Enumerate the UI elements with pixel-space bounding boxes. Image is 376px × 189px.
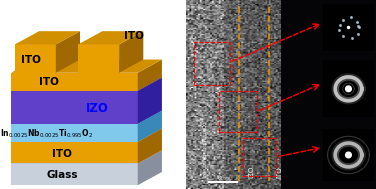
Bar <box>194 42 230 85</box>
Text: IZO: IZO <box>86 102 109 115</box>
Bar <box>323 4 374 51</box>
Text: ITO: ITO <box>124 32 144 41</box>
Bar <box>323 129 374 181</box>
Text: ITO: ITO <box>39 77 59 87</box>
Polygon shape <box>138 77 162 124</box>
Polygon shape <box>138 111 162 142</box>
Bar <box>323 60 374 117</box>
Polygon shape <box>15 31 80 44</box>
Bar <box>281 0 376 189</box>
Polygon shape <box>11 124 138 142</box>
Polygon shape <box>11 91 138 124</box>
Text: ITO: ITO <box>276 166 282 178</box>
Polygon shape <box>11 60 162 73</box>
Bar <box>219 91 257 132</box>
Text: ITO: ITO <box>21 55 41 65</box>
Polygon shape <box>78 44 119 73</box>
Polygon shape <box>11 163 138 185</box>
Text: In$_{0.0025}$Nb$_{0.0025}$Ti$_{0.995}$O$_2$: In$_{0.0025}$Nb$_{0.0025}$Ti$_{0.995}$O$… <box>201 120 209 178</box>
Text: IZO: IZO <box>249 165 255 178</box>
Polygon shape <box>11 111 162 124</box>
Circle shape <box>346 152 351 158</box>
Bar <box>243 138 276 176</box>
Polygon shape <box>11 73 138 91</box>
Polygon shape <box>138 60 162 91</box>
Polygon shape <box>138 150 162 185</box>
Text: ITO: ITO <box>52 149 72 159</box>
Polygon shape <box>11 150 162 163</box>
Polygon shape <box>138 129 162 163</box>
Polygon shape <box>11 77 162 91</box>
Polygon shape <box>119 31 143 73</box>
Text: In$_{0.0025}$Nb$_{0.0025}$Ti$_{0.995}$O$_2$: In$_{0.0025}$Nb$_{0.0025}$Ti$_{0.995}$O$… <box>0 127 93 140</box>
Polygon shape <box>11 129 162 142</box>
Polygon shape <box>78 31 143 44</box>
Polygon shape <box>11 142 138 163</box>
Polygon shape <box>56 31 80 73</box>
Text: 10 nm: 10 nm <box>217 176 230 180</box>
Circle shape <box>346 86 351 92</box>
Polygon shape <box>15 44 56 73</box>
Text: Glass: Glass <box>46 170 77 180</box>
